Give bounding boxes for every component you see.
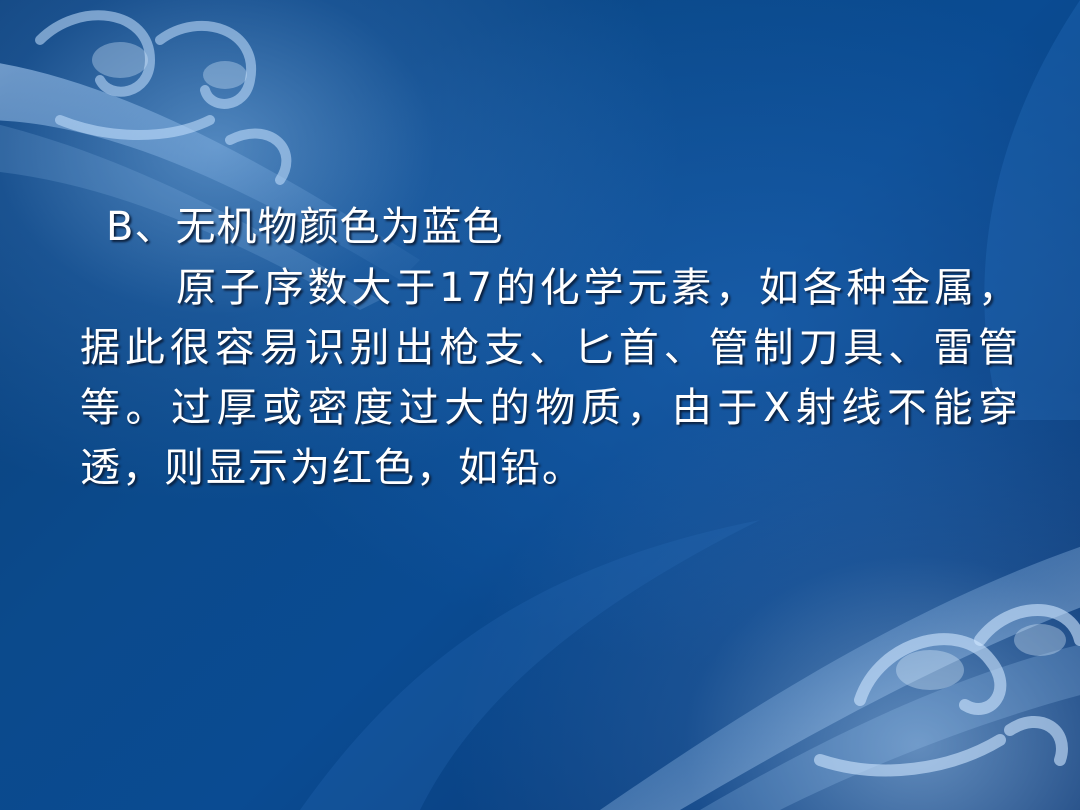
slide-paragraph: 原子序数大于17的化学元素，如各种金属，据此很容易识别出枪支、匕首、管制刀具、雷… <box>80 265 1020 491</box>
slide-body: B、无机物颜色为蓝色 原子序数大于17的化学元素，如各种金属，据此很容易识别出枪… <box>80 196 1020 498</box>
top-left-scroll-ornament <box>35 10 292 185</box>
slide-heading: B、无机物颜色为蓝色 <box>106 204 504 250</box>
bottom-right-scroll-ornament <box>814 604 1080 777</box>
top-left-band <box>0 63 420 280</box>
bottom-right-band <box>600 546 1080 810</box>
